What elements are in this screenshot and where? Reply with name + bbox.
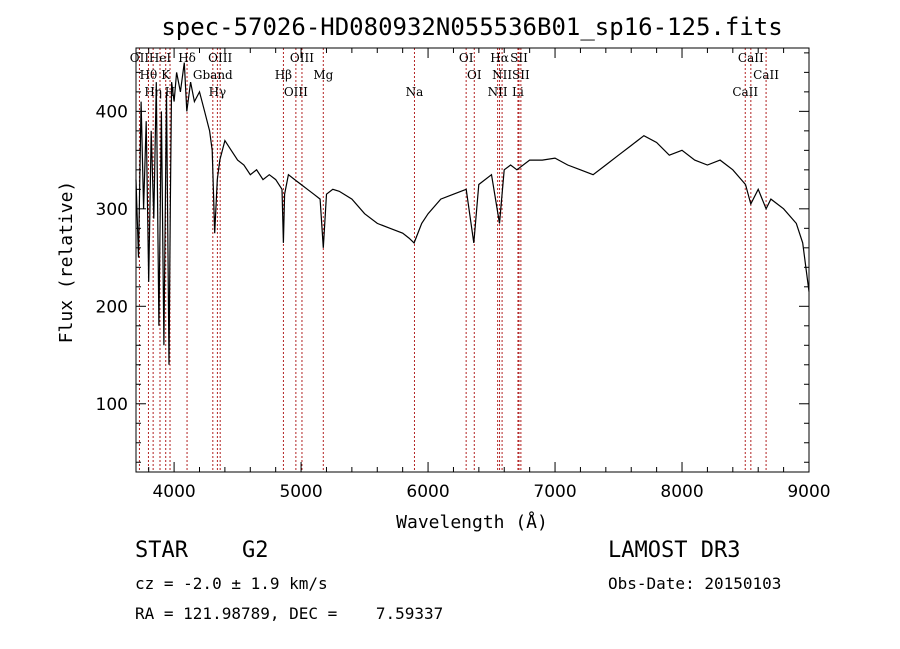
spectral-line-label: NII	[488, 85, 508, 99]
x-tick-label: 9000	[787, 482, 830, 502]
spectral-line-label: Hη	[144, 85, 162, 99]
obs-date: Obs-Date: 20150103	[608, 574, 782, 593]
spectral-line-label: Hγ	[209, 85, 227, 99]
y-tick-label: 200	[96, 297, 128, 317]
chart-title: spec-57026-HD080932N055536B01_sp16-125.f…	[161, 13, 782, 41]
coordinates-readout: RA = 121.98789, DEC = 7.59337	[135, 604, 444, 623]
x-tick-label: 4000	[152, 482, 195, 502]
spectral-line-label: OIII	[290, 51, 314, 65]
spectral-line-marks	[138, 48, 767, 472]
y-tick-label: 100	[96, 395, 128, 415]
spectral-line-label: OI	[467, 68, 482, 82]
y-tick-label: 300	[96, 200, 128, 220]
spectral-line-label: Hβ	[275, 68, 292, 82]
spectral-line-label: Na	[406, 85, 424, 99]
spectral-line-label: Hθ	[140, 68, 158, 82]
survey-name: LAMOST DR3	[608, 538, 741, 563]
spectral-line-label: Li	[512, 85, 524, 99]
x-tick-label: 7000	[533, 482, 576, 502]
x-axis-label: Wavelength (Å)	[396, 511, 548, 533]
spectral-line-label: SII	[510, 51, 528, 65]
object-class: STAR	[135, 538, 188, 563]
x-axis-ticks: 4000 5000 6000 7000 8000 9000	[148, 48, 831, 502]
spectral-line-label: NII	[492, 68, 512, 82]
spectral-line-label: HeI	[149, 51, 172, 65]
object-subclass: G2	[242, 538, 269, 563]
spectral-line-labels: OII Hθ Hη HeI KH Hδ Gband Hγ OIII Hβ OIII OIII Mg Na O…	[130, 51, 779, 99]
spectral-line-label: OIII	[208, 51, 232, 65]
spectral-line-label: CaII	[738, 51, 764, 65]
spectral-line-label: K	[161, 68, 171, 82]
x-tick-label: 6000	[406, 482, 449, 502]
spectral-line-label: OII	[130, 51, 150, 65]
redshift-readout: cz = -2.0 ± 1.9 km/s	[135, 574, 328, 593]
y-axis-label: Flux (relative)	[56, 181, 77, 344]
flux-series-line	[135, 62, 810, 365]
spectral-line-label: H	[165, 85, 175, 99]
plot-frame	[135, 47, 810, 473]
spectral-line-label: Gband	[193, 68, 233, 82]
spectral-line-label: CaII	[732, 85, 758, 99]
x-tick-label: 5000	[279, 482, 322, 502]
spectral-line-label: OI	[459, 51, 474, 65]
y-axis-ticks: 100 200 300 400	[96, 52, 809, 463]
spectral-line-label: Mg	[313, 68, 333, 82]
spectral-line-label: CaII	[753, 68, 779, 82]
x-tick-label: 8000	[660, 482, 703, 502]
spectral-line-label: SII	[512, 68, 530, 82]
y-tick-label: 400	[96, 102, 128, 122]
spectral-line-label: Hα	[490, 51, 509, 65]
spectral-line-label: OIII	[284, 85, 308, 99]
spectral-line-label: Hδ	[178, 51, 196, 65]
